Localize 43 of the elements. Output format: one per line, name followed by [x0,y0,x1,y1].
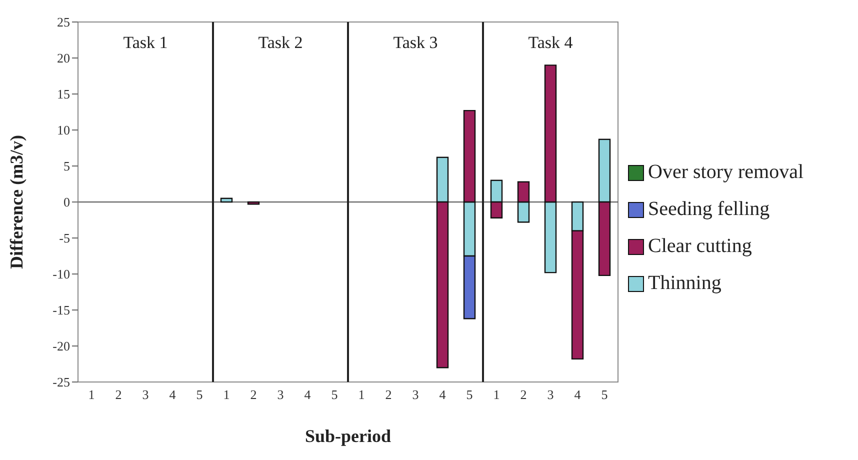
y-tick-label: 20 [57,50,70,66]
legend-label: Seeding felling [648,198,770,221]
x-tick-label: 5 [466,387,473,402]
y-tick-label: 5 [64,158,70,174]
x-tick-label: 3 [142,387,149,402]
x-tick-label: 4 [169,387,176,402]
bar [247,201,260,205]
annotation: Task 2 [258,33,303,52]
y-tick-label: 10 [57,122,70,138]
x-tick-label: 4 [439,387,446,402]
x-tick-label: 1 [493,387,500,402]
y-tick-label: -5 [59,230,70,246]
y-tick-label: 25 [57,14,70,30]
x-tick-label: 2 [385,387,392,402]
y-tick-label: -10 [52,266,70,282]
x-tick-label: 3 [277,387,284,402]
x-tick-label: 4 [574,387,582,402]
x-tick-label: 3 [547,387,554,402]
x-tick-label: 4 [304,387,312,402]
x-tick-label: 3 [412,387,419,402]
x-axis-title: Sub-period [304,426,392,446]
legend-label: Thinning [648,272,722,295]
x-tick-label: 1 [358,387,365,402]
y-axis-title: Difference (m3/v) [6,134,26,270]
y-tick-label: -25 [52,374,70,390]
annotation: Task 1 [123,33,168,52]
y-tick-label: 15 [57,86,70,102]
x-tick-label: 2 [520,387,527,402]
annotation: Task 3 [393,33,438,52]
x-tick-label: 5 [196,387,203,402]
y-tick-label: -15 [52,302,70,318]
y-tick-label: -20 [52,338,70,354]
x-tick-label: 5 [331,387,338,402]
bar [220,198,233,203]
y-tick-label: 0 [64,194,70,210]
legend-label: Clear cutting [648,235,752,258]
annotation: Task 4 [528,33,574,52]
x-tick-label: 1 [88,387,95,402]
x-tick-label: 2 [115,387,122,402]
x-tick-label: 1 [223,387,230,402]
legend-label: Over story removal [648,161,804,184]
x-tick-label: 2 [250,387,257,402]
x-tick-label: 5 [601,387,608,402]
